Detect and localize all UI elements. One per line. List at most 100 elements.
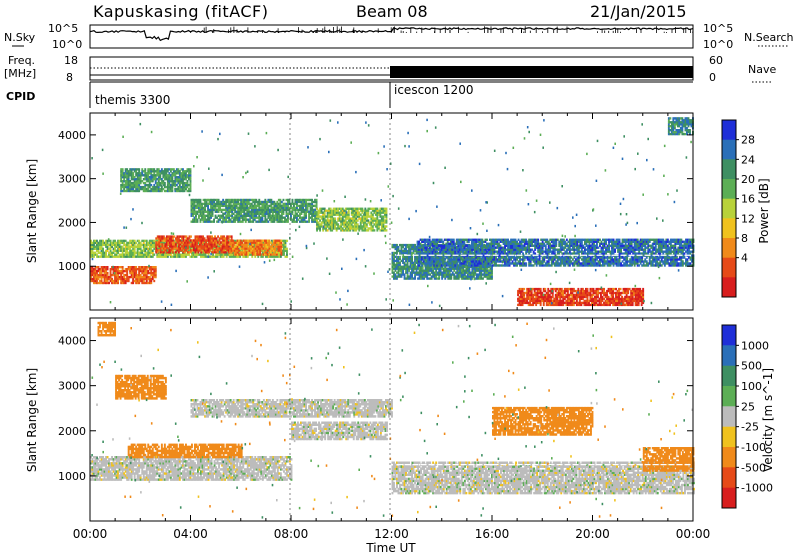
data-cell <box>361 227 364 230</box>
data-cell <box>133 176 136 179</box>
data-cell <box>283 239 285 243</box>
data-cell <box>293 220 295 223</box>
data-cell <box>236 251 239 254</box>
data-cell <box>220 241 223 244</box>
data-cell <box>201 206 204 210</box>
data-cell <box>111 281 114 285</box>
data-cell <box>314 220 317 223</box>
data-cell <box>167 241 170 244</box>
data-cell <box>124 245 127 248</box>
data-cell <box>364 225 367 228</box>
data-cell <box>376 215 379 218</box>
data-cell <box>123 185 126 189</box>
data-cell <box>254 251 257 254</box>
data-cell <box>184 251 186 254</box>
data-cell <box>239 251 242 254</box>
data-cell <box>269 255 272 258</box>
data-cell <box>162 187 165 191</box>
data-cell <box>192 218 194 221</box>
data-cell <box>231 198 234 202</box>
data-cell <box>139 266 142 269</box>
data-cell <box>353 207 356 210</box>
data-cell <box>135 170 138 173</box>
data-cell <box>177 168 180 171</box>
data-cell <box>120 189 123 193</box>
data-cell <box>200 237 203 240</box>
data-cell <box>177 180 180 183</box>
data-cell <box>232 202 235 206</box>
data-cell <box>94 239 97 243</box>
data-cell <box>114 266 117 269</box>
data-cell <box>108 247 111 250</box>
data-cell <box>257 255 260 258</box>
data-cell <box>94 253 97 256</box>
data-cell <box>165 235 168 238</box>
data-cell <box>231 216 234 219</box>
data-cell <box>142 277 145 281</box>
data-cell <box>278 249 281 252</box>
data-cell <box>91 269 94 273</box>
data-cell <box>238 239 241 242</box>
data-cell <box>144 181 147 185</box>
data-cell <box>199 206 202 210</box>
data-cell <box>154 180 157 183</box>
data-cell <box>249 198 252 202</box>
data-cell <box>228 212 231 215</box>
data-cell <box>296 220 298 223</box>
data-cell <box>255 206 258 210</box>
data-cell <box>231 206 234 210</box>
data-cell <box>177 187 180 191</box>
data-cell <box>193 245 195 248</box>
data-cell <box>329 221 332 224</box>
data-cell <box>312 208 315 212</box>
data-cell <box>169 176 172 179</box>
data-cell <box>178 172 181 175</box>
data-cell <box>133 266 136 269</box>
data-cell <box>133 180 136 183</box>
data-cell <box>286 255 288 258</box>
data-cell <box>365 211 368 214</box>
data-cell <box>338 227 341 230</box>
data-cell <box>180 168 183 171</box>
data-cell <box>269 245 272 248</box>
data-cell <box>208 243 211 246</box>
data-cell <box>300 200 303 204</box>
data-cell <box>136 239 139 243</box>
data-cell <box>219 255 222 258</box>
data-cell <box>199 210 202 213</box>
data-cell <box>181 247 183 250</box>
data-cell <box>314 208 317 212</box>
data-cell <box>237 251 240 254</box>
data-cell <box>314 212 317 215</box>
data-cell <box>256 212 259 215</box>
data-cell <box>161 243 164 246</box>
data-cell <box>283 251 285 254</box>
data-cell <box>294 212 297 215</box>
data-cell <box>257 251 260 254</box>
data-cell <box>346 217 349 220</box>
data-cell <box>264 198 267 202</box>
data-cell <box>195 200 197 204</box>
data-cell <box>262 208 265 212</box>
data-cell <box>284 220 286 223</box>
data-cell <box>217 241 220 244</box>
data-cell <box>273 208 276 212</box>
data-cell <box>379 207 382 210</box>
data-cell <box>126 271 129 275</box>
data-cell <box>228 253 231 256</box>
data-cell <box>182 237 185 240</box>
data-cell <box>326 209 329 212</box>
data-cell <box>144 255 147 258</box>
data-cell <box>308 204 311 208</box>
data-cell <box>176 249 179 252</box>
data-cell <box>120 176 123 179</box>
data-cell <box>193 208 196 212</box>
data-cell <box>109 279 112 283</box>
data-cell <box>252 206 255 210</box>
data-cell <box>256 241 259 244</box>
data-cell <box>355 215 358 218</box>
data-cell <box>273 202 276 206</box>
data-cell <box>253 239 256 242</box>
data-cell <box>365 213 368 216</box>
data-cell <box>118 277 121 281</box>
